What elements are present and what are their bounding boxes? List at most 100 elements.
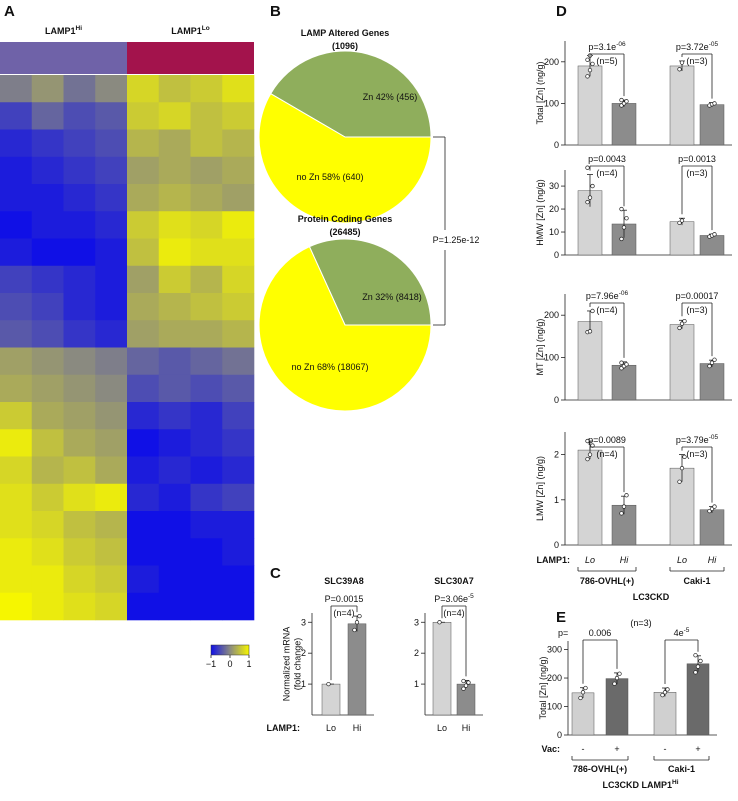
x-tick-label: Lo bbox=[326, 723, 336, 733]
data-point bbox=[590, 61, 595, 67]
comparison-p-main: p=7.96e bbox=[586, 291, 619, 301]
heat-cell bbox=[31, 429, 64, 457]
panel-letter: E bbox=[556, 609, 566, 626]
heat-cell bbox=[95, 184, 128, 212]
pie-title: LAMP Altered Genes bbox=[301, 28, 390, 38]
comparison-n: (n=3) bbox=[686, 305, 707, 315]
data-point bbox=[619, 236, 624, 242]
data-point bbox=[614, 675, 620, 681]
chart-title: SLC39A8 bbox=[324, 576, 364, 586]
bar bbox=[577, 65, 603, 146]
comparison-p: 0.006 bbox=[589, 628, 612, 638]
comparison-p-sup: -06 bbox=[616, 41, 626, 48]
comparison-p: P=3.06e-5 bbox=[434, 593, 474, 604]
heat-cell bbox=[190, 184, 223, 212]
y-axis-label: HMW [Zn] (ng/g) bbox=[535, 179, 545, 246]
group-title-sup: Hi bbox=[672, 779, 679, 786]
pie-title: (1096) bbox=[332, 41, 358, 51]
heat-cell bbox=[158, 184, 191, 212]
y-tick-label: 100 bbox=[544, 98, 559, 108]
heat-cell bbox=[63, 483, 96, 512]
heat-cell bbox=[158, 211, 191, 239]
p-prefix: p= bbox=[558, 628, 568, 638]
data-point bbox=[679, 321, 685, 326]
group-title: LC3CKD LAMP1Hi bbox=[602, 779, 678, 790]
heat-cell bbox=[95, 211, 128, 239]
heat-cell bbox=[222, 565, 255, 594]
comparison-n: (n=5) bbox=[596, 56, 617, 66]
y-tick-label: 200 bbox=[547, 673, 562, 683]
comparison-p: p=3.1e-06 bbox=[588, 41, 626, 52]
heat-cell bbox=[127, 238, 160, 267]
bar bbox=[699, 235, 725, 256]
heat-cell bbox=[95, 238, 128, 267]
heat-cell bbox=[95, 538, 128, 566]
bar bbox=[605, 678, 629, 736]
y-axis-label: Total [Zn] (ng/g) bbox=[535, 61, 545, 124]
colorbar bbox=[210, 644, 250, 656]
heat-cell bbox=[31, 293, 64, 321]
comparison-p: 4e-5 bbox=[674, 627, 690, 638]
data-point bbox=[712, 504, 717, 509]
data-point bbox=[352, 627, 357, 633]
heat-cell bbox=[0, 75, 33, 103]
heat-cell bbox=[31, 320, 64, 348]
heat-cell bbox=[158, 592, 191, 621]
data-point bbox=[677, 67, 682, 72]
comparison-n: (n=4) bbox=[596, 449, 617, 459]
heat-cell bbox=[222, 347, 255, 376]
heat-cell bbox=[158, 102, 191, 130]
heat-cell bbox=[158, 129, 191, 158]
heat-cell bbox=[222, 265, 255, 294]
data-point bbox=[712, 101, 717, 106]
heat-cell bbox=[190, 293, 223, 321]
heat-cell bbox=[0, 374, 33, 403]
heat-cell bbox=[190, 538, 223, 566]
data-point bbox=[585, 200, 590, 205]
heat-cell bbox=[95, 402, 128, 430]
heat-cell bbox=[63, 565, 96, 594]
heat-cell bbox=[190, 320, 223, 348]
heat-cell bbox=[127, 320, 160, 348]
y-tick-label: 1 bbox=[301, 679, 306, 689]
data-point bbox=[624, 362, 629, 367]
data-point bbox=[619, 97, 624, 103]
heat-cell bbox=[158, 483, 191, 512]
heat-cell bbox=[190, 129, 223, 158]
heat-cell bbox=[127, 211, 160, 239]
data-point bbox=[693, 670, 698, 675]
data-point bbox=[624, 493, 629, 498]
heat-cell bbox=[127, 156, 160, 185]
group-label-main: LAMP1 bbox=[171, 26, 202, 36]
comparison-p-main: p=3.72e bbox=[676, 42, 709, 52]
data-point bbox=[587, 329, 593, 334]
heat-cell bbox=[190, 102, 223, 130]
pie-slice bbox=[308, 238, 432, 326]
comparison-p-main: p=0.0013 bbox=[678, 154, 716, 164]
heat-cell bbox=[31, 238, 64, 267]
data-point bbox=[619, 360, 624, 365]
y-tick-label: 100 bbox=[547, 702, 562, 712]
heat-cell bbox=[95, 320, 128, 348]
group-label: 786-OVHL(+) bbox=[573, 764, 627, 774]
heat-cell bbox=[63, 456, 96, 485]
bar bbox=[699, 363, 725, 401]
heat-cell bbox=[127, 75, 160, 103]
heat-cell bbox=[0, 265, 33, 294]
heat-cell bbox=[222, 538, 255, 566]
heat-cell bbox=[127, 456, 160, 485]
group-bar bbox=[127, 42, 254, 74]
bar bbox=[611, 364, 637, 401]
y-tick-label: 200 bbox=[544, 57, 559, 67]
bar bbox=[653, 692, 677, 736]
heat-cell bbox=[31, 211, 64, 239]
comparison-n: (n=4) bbox=[443, 608, 464, 618]
heat-cell bbox=[158, 374, 191, 403]
y-axis-label: LMW [Zn] (ng/g) bbox=[535, 456, 545, 521]
heat-cell bbox=[95, 374, 128, 403]
group-label-sup: Lo bbox=[202, 25, 210, 32]
heat-cell bbox=[158, 429, 191, 457]
colorbar-label: −1 bbox=[206, 659, 216, 669]
y-tick-label: 10 bbox=[549, 227, 559, 237]
comparison-p: p=0.0089 bbox=[588, 435, 626, 445]
